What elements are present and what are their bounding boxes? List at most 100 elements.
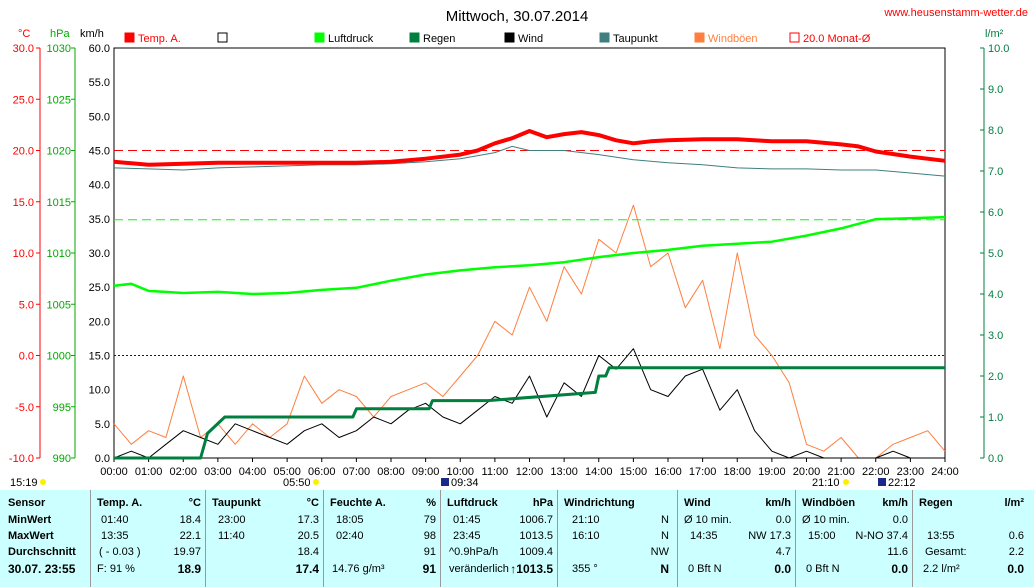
rain-tick-7: 3.0 [988, 330, 1003, 342]
rain-total: 2.2 [1008, 546, 1024, 558]
legend-label-6: Windböen [708, 33, 758, 45]
press-trend: ^0.9hPa/h [449, 546, 499, 558]
legend-label-5: Taupunkt [613, 33, 658, 45]
rain-tick-4: 6.0 [988, 207, 1003, 219]
temp-avg: 19.97 [173, 546, 201, 558]
hum-max: 98 [423, 530, 436, 542]
rain-tick-0: 10.0 [988, 43, 1009, 55]
x-tick-label-18: 18:00 [723, 466, 751, 478]
press-avg: 1009.4 [519, 546, 553, 558]
gust-min: 0.0 [892, 514, 908, 526]
plot-area [113, 47, 946, 459]
temp-tick-6: 0.0 [19, 351, 34, 363]
legend-swatch-0 [124, 32, 135, 43]
site-url: www.heusenstamm-wetter.de [883, 7, 1028, 19]
marker-sunrise: 05:50 [283, 477, 311, 489]
wind-unit: km/h [765, 497, 791, 509]
pressure-tick-6: 1000 [47, 351, 71, 363]
temp-tick-2: 20.0 [13, 146, 34, 158]
legend-swatch-6 [694, 32, 705, 43]
rain-max: 0.6 [1008, 530, 1024, 542]
marker-left-time: 15:19 [10, 477, 38, 489]
x-tick-label-3: 03:00 [204, 466, 232, 478]
x-tick-label-5: 05:00 [273, 466, 301, 478]
x-tick-label-4: 04:00 [239, 466, 267, 478]
legend-label-3: Regen [423, 33, 455, 45]
x-tick-label-13: 13:00 [550, 466, 578, 478]
pressure-tick-4: 1010 [47, 248, 71, 260]
gust-unit: km/h [882, 497, 908, 509]
col-wind: Wind km/h Ø 10 min. 0.0 14:35 NW 17.3 4.… [677, 490, 795, 587]
legend-swatch-5 [599, 32, 610, 43]
dir-max: N [661, 530, 669, 542]
wind-tick-3: 45.0 [89, 146, 110, 158]
dir-header: Windrichtung [564, 497, 635, 509]
wind-unit-label: km/h [80, 28, 104, 40]
temp-humidity: F: 91 % [97, 563, 135, 575]
row-label-avg: Durchschnitt [8, 546, 76, 558]
wind-tick-8: 20.0 [89, 316, 110, 328]
gust-header: Windböen [802, 497, 856, 509]
moonset-icon [878, 478, 886, 486]
pressure-unit-label: hPa [50, 28, 70, 40]
x-tick-label-7: 07:00 [343, 466, 371, 478]
press-max-time: 23:45 [453, 530, 481, 542]
row-label-min: MinWert [8, 514, 52, 526]
gust-current: 0.0 [891, 562, 908, 576]
legend-label-0: Temp. A. [138, 33, 181, 45]
rain-tick-3: 7.0 [988, 166, 1003, 178]
x-tick-label-19: 19:00 [758, 466, 786, 478]
weather-chart: Mittwoch, 30.07.2014 www.heusenstamm-wett… [9, 7, 1028, 489]
press-current: ↑1013.5 [510, 562, 553, 576]
wind-max: NW 17.3 [748, 530, 791, 542]
rain-daily: 2.2 l/m² [923, 563, 960, 575]
rain-unit-label: l/m² [985, 28, 1004, 40]
wind-bft: 0 Bft N [688, 563, 722, 575]
rain-header: Regen [919, 497, 953, 509]
rain-tick-9: 1.0 [988, 412, 1003, 424]
dir-avg: NW [650, 546, 669, 558]
x-tick-label-15: 15:00 [620, 466, 648, 478]
pressure-tick-0: 1030 [47, 43, 71, 55]
x-tick-label-8: 08:00 [377, 466, 405, 478]
wind-tick-5: 35.0 [89, 214, 110, 226]
temp-tick-4: 10.0 [13, 248, 34, 260]
marker-sunset: 21:10 [812, 477, 840, 489]
hum-avg: 91 [423, 546, 436, 558]
temp-unit: °C [188, 497, 201, 509]
wind-min: 0.0 [775, 514, 791, 526]
rain-total-label: Gesamt: [925, 546, 967, 558]
series-regen [114, 366, 945, 460]
temp-tick-7: -5.0 [15, 402, 34, 414]
hum-min-time: 18:05 [336, 514, 364, 526]
pressure-tick-2: 1020 [47, 146, 71, 158]
press-max: 1013.5 [519, 530, 553, 542]
temp-tick-1: 25.0 [13, 94, 34, 106]
temp-tick-0: 30.0 [13, 43, 34, 55]
press-header: Luftdruck [447, 497, 498, 509]
x-tick-label-10: 10:00 [446, 466, 474, 478]
gust-min-time: Ø 10 min. [802, 514, 850, 526]
hum-header: Feuchte A. [330, 497, 386, 509]
wind-tick-4: 40.0 [89, 180, 110, 192]
col-rain: Regen l/m² 13:55 0.6 Gesamt: 2.2 2.2 l/m… [912, 490, 1026, 587]
temp-unit-label: °C [18, 28, 30, 40]
legend-swatch-1 [217, 32, 228, 43]
chart-title: Mittwoch, 30.07.2014 [446, 8, 589, 25]
series-taupunkt [113, 145, 946, 177]
gust-max: N-NO 37.4 [855, 530, 908, 542]
col-dewpoint: Taupunkt °C 23:00 17.3 11:40 20.5 18.4 1… [205, 490, 323, 587]
dir-current: N [660, 562, 669, 576]
dir-min-time: 21:10 [572, 514, 600, 526]
wind-avg: 4.7 [775, 546, 791, 558]
legend-label-4: Wind [518, 33, 543, 45]
x-tick-label-16: 16:00 [654, 466, 682, 478]
temp-tick-8: -10.0 [9, 453, 34, 465]
dir-max-time: 16:10 [572, 530, 600, 542]
series-windb-en [113, 204, 946, 459]
wind-max-time: 14:35 [690, 530, 718, 542]
wind-header: Wind [684, 497, 711, 509]
rain-max-time: 13:55 [927, 530, 955, 542]
gust-avg: 11.6 [887, 546, 908, 558]
wind-tick-7: 25.0 [89, 282, 110, 294]
